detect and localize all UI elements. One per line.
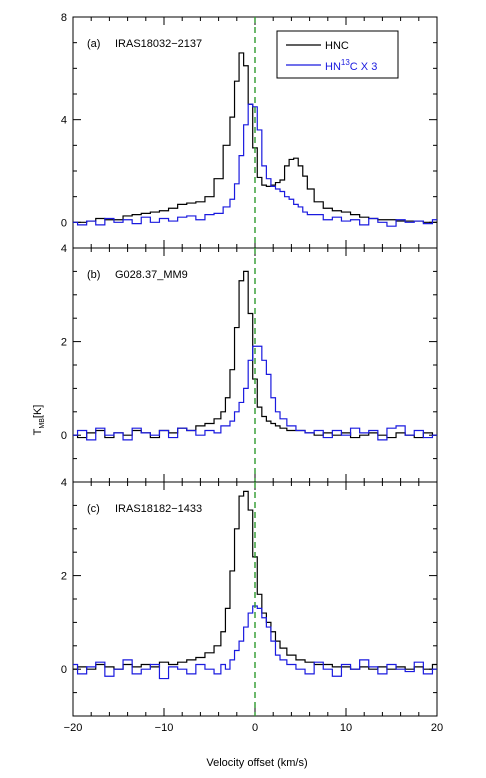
panel-source-name: IRAS18032−2137 [115,38,202,50]
y-tick-label: 2 [61,571,67,583]
y-axis-title-text: TMB[K] [32,405,46,436]
x-tick-label: 0 [252,722,258,734]
legend-label-hn13c: HN13C X 3 [325,58,377,73]
legend-hn13c-main: HN [325,61,341,73]
legend-hn13c-rest: C X 3 [350,61,378,73]
y-axis-title-main: T [32,428,44,435]
y-tick-label: 0 [61,664,67,676]
panel-letter: (b) [87,269,100,281]
panels-group: 0 4 8 (a) IRAS18032−2137 0 2 4 (b) G028.37_MM9 0 2 4… [61,12,443,734]
x-tick-label: 20 [431,722,443,734]
y-axis-title-sub: MB [39,418,46,429]
x-tick-label: 10 [340,722,352,734]
y-tick-label: 2 [61,337,67,349]
series-hnc [73,490,437,670]
panel-source-name: IRAS18182−1433 [115,503,202,515]
panel-3: 0 2 4 −20 −10 0 10 20 (c) IRAS18182−1433 [61,477,443,734]
legend-hn13c-sup: 13 [341,58,350,67]
y-tick-label: 8 [61,12,67,24]
y-tick-label: 4 [61,243,67,255]
panel-letter: (a) [87,38,100,50]
legend: HNC HN13C X 3 [276,30,399,79]
y-tick-label: 4 [61,477,67,489]
y-axis-title-unit: [K] [32,405,44,418]
series-hn13c [73,103,437,227]
legend-box [276,30,399,79]
y-tick-label: 0 [61,217,67,229]
series-hn13c [73,345,437,441]
y-tick-label: 0 [61,430,67,442]
series-hn13c [73,605,437,680]
x-tick-label: −10 [155,722,174,734]
x-axis-title: Velocity offset (km/s) [206,757,307,769]
y-tick-label: 4 [61,115,67,127]
x-tick-label: −20 [64,722,83,734]
y-axis-title: TMB[K] [32,405,46,436]
panel-2: 0 2 4 (b) G028.37_MM9 [61,243,438,483]
panel-letter: (c) [87,503,100,515]
panel-source-name: G028.37_MM9 [115,269,188,281]
series-hnc [73,52,437,223]
legend-label-hnc: HNC [325,40,349,52]
